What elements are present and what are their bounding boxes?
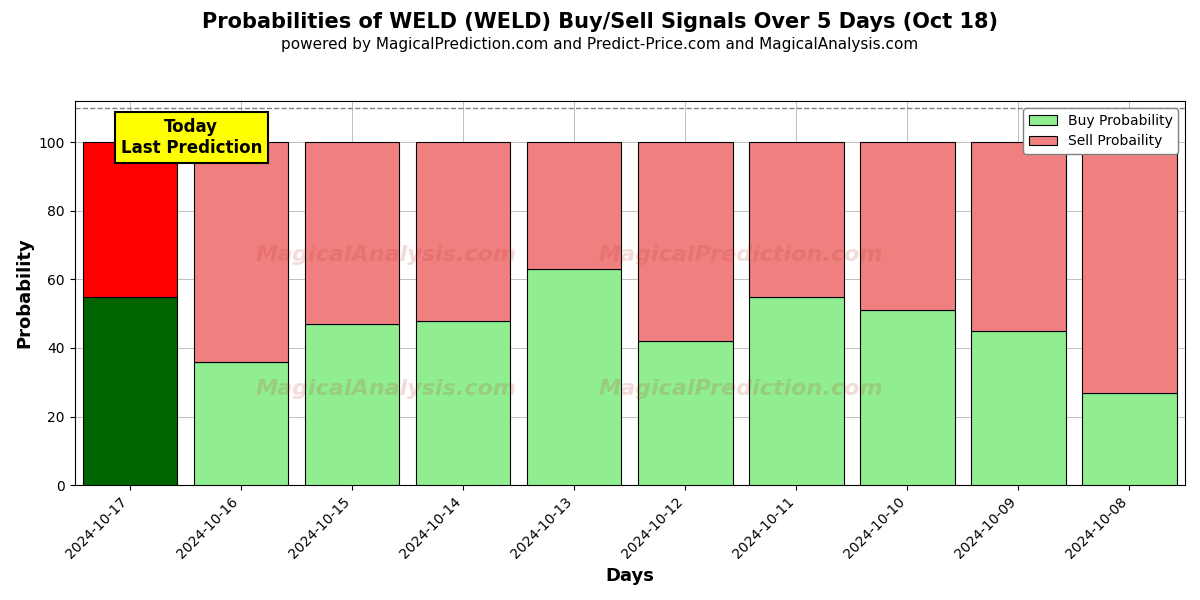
Bar xyxy=(416,142,510,320)
Bar xyxy=(971,142,1066,331)
Bar xyxy=(860,142,955,310)
Text: powered by MagicalPrediction.com and Predict-Price.com and MagicalAnalysis.com: powered by MagicalPrediction.com and Pre… xyxy=(281,37,919,52)
Text: Today
Last Prediction: Today Last Prediction xyxy=(120,118,262,157)
Bar xyxy=(527,269,622,485)
Bar xyxy=(749,142,844,296)
Bar xyxy=(1082,142,1177,392)
Bar xyxy=(527,142,622,269)
Bar xyxy=(305,142,400,324)
Text: MagicalAnalysis.com: MagicalAnalysis.com xyxy=(256,379,516,399)
Bar xyxy=(1082,392,1177,485)
X-axis label: Days: Days xyxy=(605,567,654,585)
Text: MagicalAnalysis.com: MagicalAnalysis.com xyxy=(256,245,516,265)
Bar xyxy=(638,341,732,485)
Bar xyxy=(749,296,844,485)
Text: MagicalPrediction.com: MagicalPrediction.com xyxy=(599,245,883,265)
Text: MagicalPrediction.com: MagicalPrediction.com xyxy=(599,379,883,399)
Text: Probabilities of WELD (WELD) Buy/Sell Signals Over 5 Days (Oct 18): Probabilities of WELD (WELD) Buy/Sell Si… xyxy=(202,12,998,32)
Y-axis label: Probability: Probability xyxy=(16,238,34,349)
Bar xyxy=(83,142,178,296)
Bar xyxy=(638,142,732,341)
Bar xyxy=(83,296,178,485)
Bar xyxy=(305,324,400,485)
Bar xyxy=(860,310,955,485)
Bar xyxy=(194,142,288,362)
Bar xyxy=(194,362,288,485)
Legend: Buy Probability, Sell Probaility: Buy Probability, Sell Probaility xyxy=(1024,108,1178,154)
Bar xyxy=(416,320,510,485)
Bar xyxy=(971,331,1066,485)
